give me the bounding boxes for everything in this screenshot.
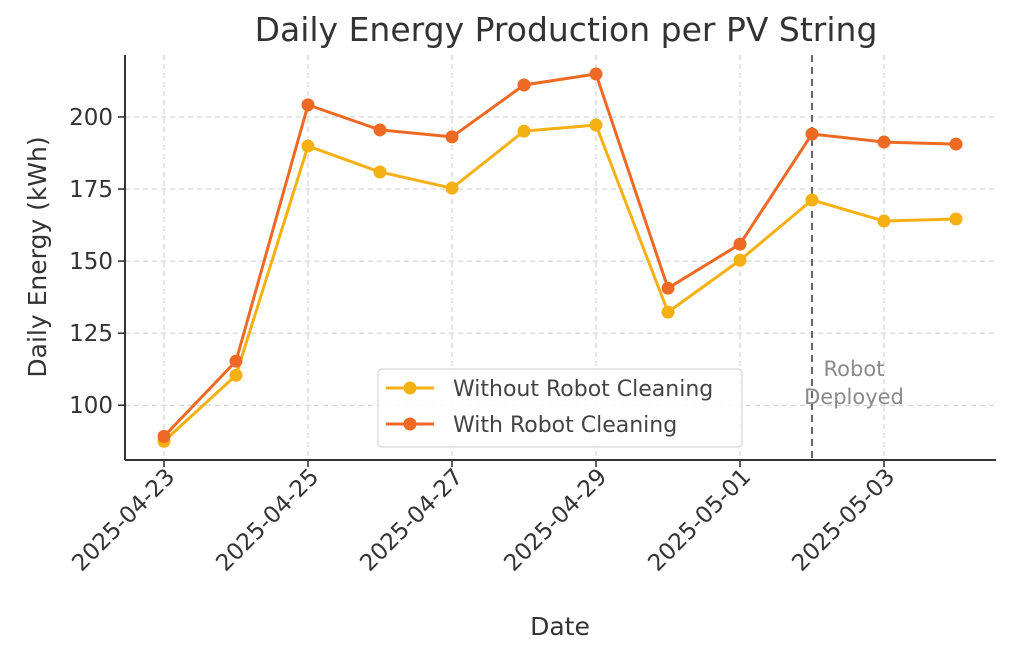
- data-point: [229, 354, 243, 368]
- legend-box: [377, 368, 743, 448]
- data-point: [301, 98, 315, 112]
- annotation-layer: Robot Deployed: [804, 55, 904, 460]
- x-tick-label: 2025-05-03: [787, 464, 900, 577]
- data-point: [157, 429, 171, 443]
- x-axis-label: Date: [530, 612, 590, 641]
- legend-label-without-robot: Without Robot Cleaning: [453, 377, 713, 402]
- data-point: [949, 212, 963, 226]
- x-tick-label: 2025-04-27: [355, 464, 468, 577]
- chart-title: Daily Energy Production per PV String: [255, 10, 878, 49]
- y-tick-label: 175: [69, 177, 113, 203]
- data-point: [805, 193, 819, 207]
- series-with-robot: [157, 67, 963, 443]
- data-point: [517, 78, 531, 92]
- data-point: [661, 281, 675, 295]
- data-point: [949, 137, 963, 151]
- x-tick-label: 2025-04-25: [211, 464, 324, 577]
- data-point: [373, 165, 387, 179]
- data-point: [733, 237, 747, 251]
- grid: [125, 55, 996, 460]
- legend-marker-without-robot: [403, 381, 417, 395]
- series-layer: [157, 67, 963, 448]
- y-axis-label: Daily Energy (kWh): [23, 136, 52, 377]
- data-point: [877, 135, 891, 149]
- x-tick-label: 2025-04-29: [499, 464, 612, 577]
- data-point: [517, 124, 531, 138]
- data-point: [805, 127, 819, 141]
- data-point: [589, 118, 603, 132]
- series-line: [162, 72, 957, 438]
- data-point: [445, 130, 459, 144]
- x-axis-ticks: 2025-04-23 2025-04-25 2025-04-27 2025-04-29…: [67, 460, 900, 577]
- y-tick-label: 125: [69, 321, 113, 347]
- legend: Without Robot Cleaning With Robot Cleani…: [377, 368, 743, 448]
- data-point: [373, 123, 387, 137]
- data-point: [877, 214, 891, 228]
- robot-deployed-label: Deployed: [804, 385, 904, 409]
- data-point: [301, 139, 315, 153]
- x-tick-label: 2025-05-01: [643, 464, 756, 577]
- data-point: [445, 181, 459, 195]
- y-tick-label: 100: [69, 393, 113, 419]
- data-point: [589, 67, 603, 81]
- data-point: [229, 368, 243, 382]
- x-tick-label: 2025-04-23: [67, 464, 180, 577]
- data-point: [661, 305, 675, 319]
- y-tick-label: 200: [69, 105, 113, 131]
- data-point: [733, 253, 747, 267]
- legend-item-with-robot: With Robot Cleaning: [386, 413, 677, 438]
- legend-item-without-robot: Without Robot Cleaning: [386, 377, 713, 402]
- y-tick-label: 150: [69, 249, 113, 275]
- legend-marker-with-robot: [403, 417, 417, 431]
- y-axis-ticks: 100 125 150 175 200: [69, 105, 125, 419]
- legend-label-with-robot: With Robot Cleaning: [453, 413, 677, 438]
- robot-deployed-label: Robot: [824, 357, 885, 381]
- series-line: [162, 123, 957, 443]
